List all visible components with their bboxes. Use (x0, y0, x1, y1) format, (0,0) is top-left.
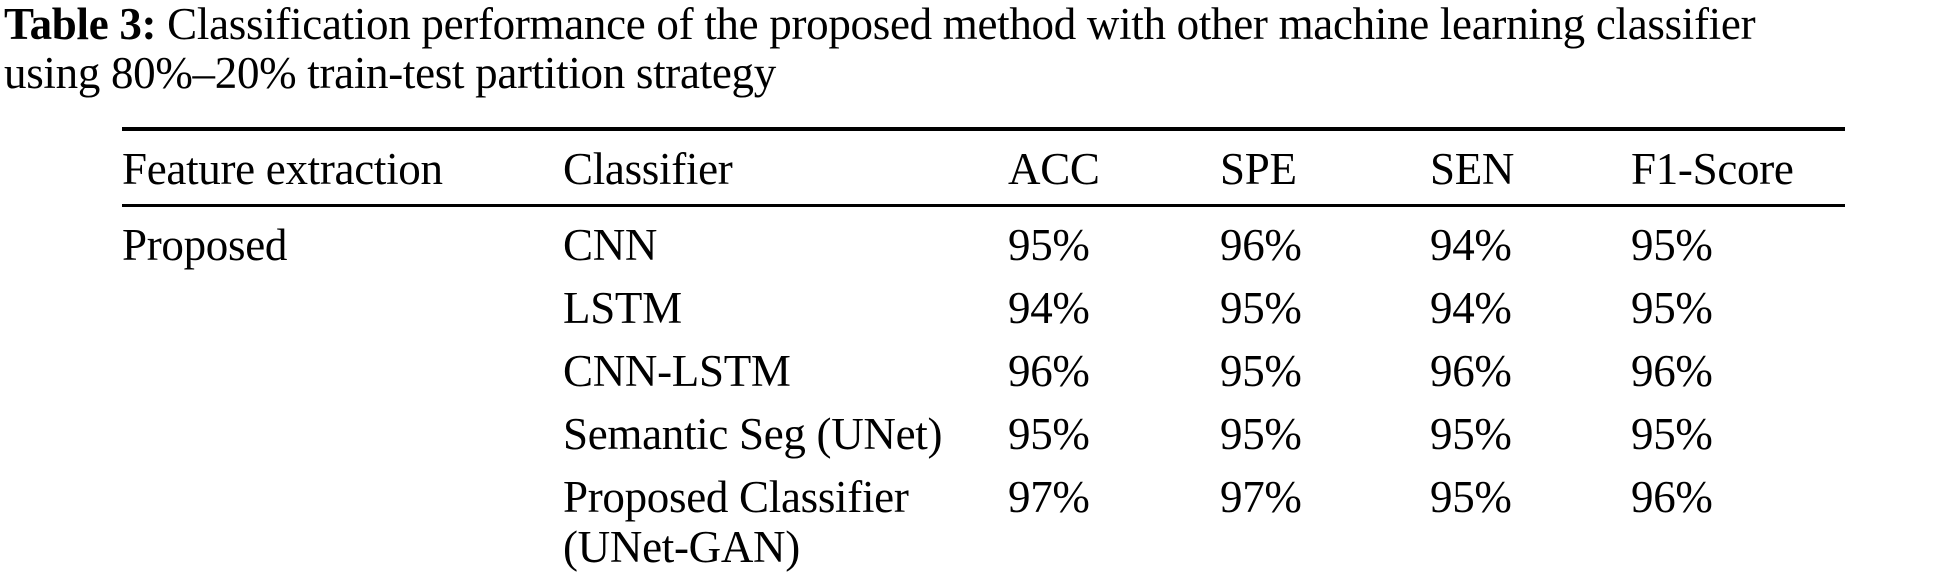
cell-sen: 94% (1430, 283, 1512, 333)
caption-text-line-1: Classification performance of the propos… (156, 0, 1756, 49)
cell-feature-extraction-group: Proposed (122, 220, 288, 270)
caption-text-line-2: using 80%–20% train-test partition strat… (4, 48, 776, 98)
cell-spe: 95% (1220, 283, 1302, 333)
cell-f1-score: 95% (1631, 409, 1713, 459)
cell-classifier: Proposed Classifier (UNet-GAN) (563, 472, 909, 572)
table-row: Proposed Classifier (UNet-GAN) 97% 97% 9… (122, 459, 1845, 579)
cell-spe: 95% (1220, 346, 1302, 396)
caption-line-2: using 80%–20% train-test partition strat… (4, 49, 1755, 98)
header-spe: SPE (1220, 129, 1430, 207)
cell-acc: 95% (1008, 409, 1090, 459)
cell-f1-score: 96% (1631, 472, 1713, 522)
cell-f1-score: 95% (1631, 220, 1713, 270)
cell-sen: 95% (1430, 472, 1512, 522)
classification-performance-table: Feature extraction Classifier ACC SPE SE… (122, 127, 1845, 579)
table-body: Proposed CNN 95% 96% 94% 95% LSTM 94% 95… (122, 206, 1845, 579)
table-row: CNN-LSTM 96% 95% 96% 96% (122, 333, 1845, 396)
table-header: Feature extraction Classifier ACC SPE SE… (122, 129, 1845, 207)
caption-table-number: Table 3: (4, 0, 157, 49)
cell-acc: 95% (1008, 220, 1090, 270)
caption-line-1: Table 3: Classification performance of t… (4, 0, 1756, 49)
table-row: LSTM 94% 95% 94% 95% (122, 270, 1845, 333)
cell-spe: 97% (1220, 472, 1302, 522)
cell-classifier: LSTM (563, 283, 682, 333)
header-acc: ACC (1008, 129, 1220, 207)
cell-spe: 95% (1220, 409, 1302, 459)
cell-acc: 97% (1008, 472, 1090, 522)
cell-f1-score: 95% (1631, 283, 1713, 333)
header-f1-score: F1-Score (1631, 129, 1845, 207)
cell-f1-score: 96% (1631, 346, 1713, 396)
cell-classifier: CNN-LSTM (563, 346, 791, 396)
cell-acc: 96% (1008, 346, 1090, 396)
cell-spe: 96% (1220, 220, 1302, 270)
cell-sen: 94% (1430, 220, 1512, 270)
table-row: Semantic Seg (UNet) 95% 95% 95% 95% (122, 396, 1845, 459)
cell-acc: 94% (1008, 283, 1090, 333)
table-row: Proposed CNN 95% 96% 94% 95% (122, 206, 1845, 271)
cell-classifier: Semantic Seg (UNet) (563, 409, 943, 459)
cell-sen: 96% (1430, 346, 1512, 396)
header-feature-extraction: Feature extraction (122, 129, 563, 207)
table-caption: Table 3: Classification performance of t… (4, 0, 1756, 98)
cell-classifier: CNN (563, 220, 658, 270)
header-row: Feature extraction Classifier ACC SPE SE… (122, 129, 1845, 207)
cell-sen: 95% (1430, 409, 1512, 459)
header-classifier: Classifier (563, 129, 1008, 207)
header-sen: SEN (1430, 129, 1631, 207)
